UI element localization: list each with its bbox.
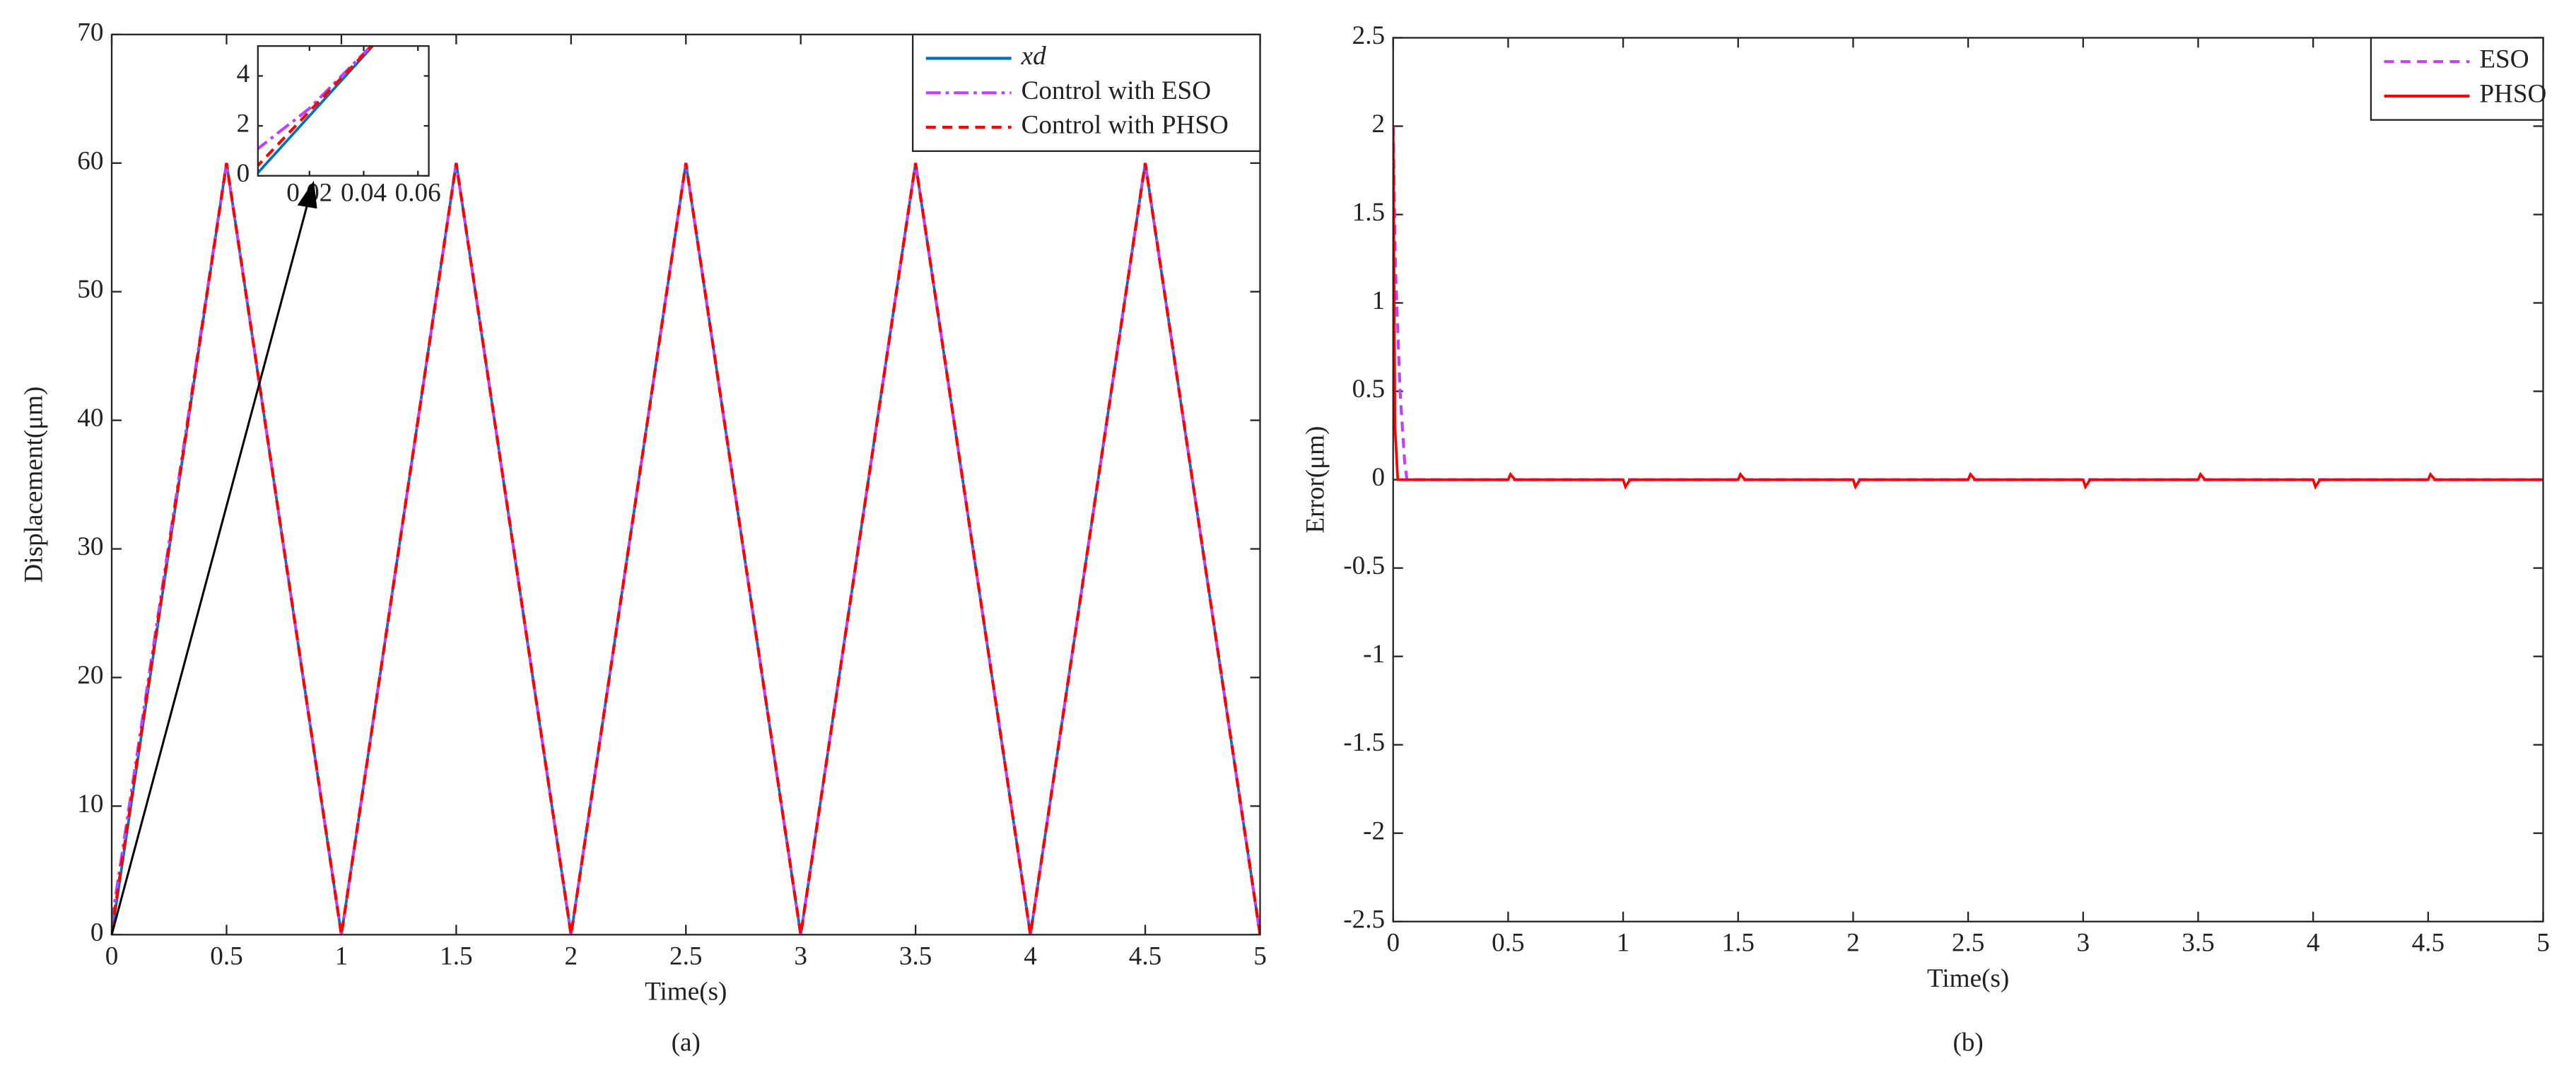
x-tick-label: 0.06 bbox=[395, 178, 441, 207]
x-tick-label: 3.5 bbox=[899, 942, 932, 970]
chart: 0 0.5 1 1.5 2 2.5 3 3.5 4 4.5 5010203040506070Time… bbox=[20, 18, 1267, 1057]
axes-frame bbox=[110, 33, 1261, 936]
y-tick-label: 2.5 bbox=[1352, 21, 1385, 50]
series-line bbox=[112, 163, 1260, 935]
x-tick-label: 1.5 bbox=[1722, 929, 1755, 958]
y-tick-label: 0 bbox=[1372, 463, 1386, 492]
y-tick-label: 70 bbox=[77, 18, 103, 47]
x-tick-label: 3 bbox=[794, 942, 807, 970]
y-tick-label: 40 bbox=[77, 404, 103, 433]
axes-frame bbox=[1392, 37, 2544, 922]
y-tick-label: 0 bbox=[90, 918, 104, 947]
y-tick-label: 20 bbox=[77, 661, 103, 690]
y-tick-label: -1 bbox=[1363, 640, 1385, 669]
x-tick-label: 1 bbox=[1617, 929, 1630, 958]
y-tick-label: -1.5 bbox=[1343, 728, 1385, 757]
y-tick-label: 60 bbox=[77, 146, 103, 175]
y-tick-label: -2.5 bbox=[1343, 905, 1385, 934]
chart: 0 0.5 1 1.5 2 2.5 3 3.5 4 4.5 5 -2.5 -2 -1.5 -1 -0.5 0 0.… bbox=[1301, 21, 2549, 1057]
x-tick-label: 0 bbox=[105, 942, 119, 970]
x-tick-label: 2 bbox=[565, 942, 578, 970]
x-tick-label: 1 bbox=[335, 942, 349, 970]
x-tick-label: 5 bbox=[2536, 929, 2550, 958]
x-tick-label: 3 bbox=[2077, 929, 2090, 958]
zoom-arrow bbox=[110, 180, 317, 935]
y-tick-label: 1 bbox=[1372, 286, 1386, 315]
x-tick-label: 1.5 bbox=[440, 942, 472, 970]
lines bbox=[1393, 126, 2543, 490]
y-axis-label: Error(μm) bbox=[1301, 426, 1330, 534]
x-tick-label: 4.5 bbox=[1129, 942, 1161, 970]
legend-box bbox=[912, 33, 1261, 152]
y-tick-label: 10 bbox=[77, 790, 103, 819]
x-tick-label: 0.5 bbox=[1492, 929, 1524, 958]
x-tick-label: 3.5 bbox=[2182, 929, 2214, 958]
y-tick-label: -0.5 bbox=[1343, 551, 1385, 580]
series-line bbox=[1393, 126, 2543, 490]
y-tick-label: 2 bbox=[237, 110, 250, 139]
legend-label: Control with PHSO bbox=[1021, 111, 1229, 140]
legend-label: ESO bbox=[2479, 45, 2529, 74]
legend: ESO PHSO bbox=[2370, 37, 2546, 121]
x-axis-label: Time(s) bbox=[1927, 964, 2009, 993]
x-tick-label: 0 bbox=[1386, 929, 1400, 958]
legend-label: PHSO bbox=[2479, 79, 2546, 108]
plot-area bbox=[112, 34, 1260, 935]
x-tick-label: 2.5 bbox=[669, 942, 702, 970]
axes-frame bbox=[257, 45, 430, 177]
x-axis-label: Time(s) bbox=[645, 978, 727, 1007]
legend-box bbox=[2370, 37, 2544, 121]
caption: (b) bbox=[1953, 1028, 1983, 1057]
y-tick-label: 0 bbox=[237, 159, 250, 188]
y-tick-label: 30 bbox=[77, 532, 103, 561]
x-tick-label: 5 bbox=[1253, 942, 1267, 970]
y-tick-label: 1.5 bbox=[1352, 198, 1385, 227]
lines bbox=[112, 163, 1260, 935]
x-tick-label: 4 bbox=[1024, 942, 1037, 970]
caption: (a) bbox=[672, 1028, 701, 1057]
inset-area bbox=[257, 46, 429, 176]
y-axis-label: Displacement(μm) bbox=[20, 387, 49, 583]
x-tick-label: 4 bbox=[2307, 929, 2320, 958]
legend-label: xd bbox=[1021, 42, 1046, 71]
x-tick-label: 2 bbox=[1846, 929, 1860, 958]
x-tick-label: 0.04 bbox=[341, 178, 387, 207]
legend: xd Control with ESO Control with PHSO bbox=[912, 33, 1261, 152]
x-tick-label: 2.5 bbox=[1952, 929, 1984, 958]
y-tick-label: 4 bbox=[237, 59, 250, 88]
x-tick-label: 0.5 bbox=[210, 942, 242, 970]
y-tick-label: 2 bbox=[1372, 110, 1386, 139]
y-tick-label: 0.5 bbox=[1352, 375, 1385, 404]
arrow-head bbox=[297, 180, 317, 209]
y-tick-label: 50 bbox=[77, 275, 103, 304]
x-tick-label: 4.5 bbox=[2412, 929, 2445, 958]
arrow-shaft bbox=[110, 198, 310, 935]
series-line bbox=[257, 46, 373, 151]
legend-label: Control with ESO bbox=[1021, 76, 1211, 105]
lines bbox=[257, 46, 375, 175]
y-tick-label: -2 bbox=[1363, 816, 1385, 845]
